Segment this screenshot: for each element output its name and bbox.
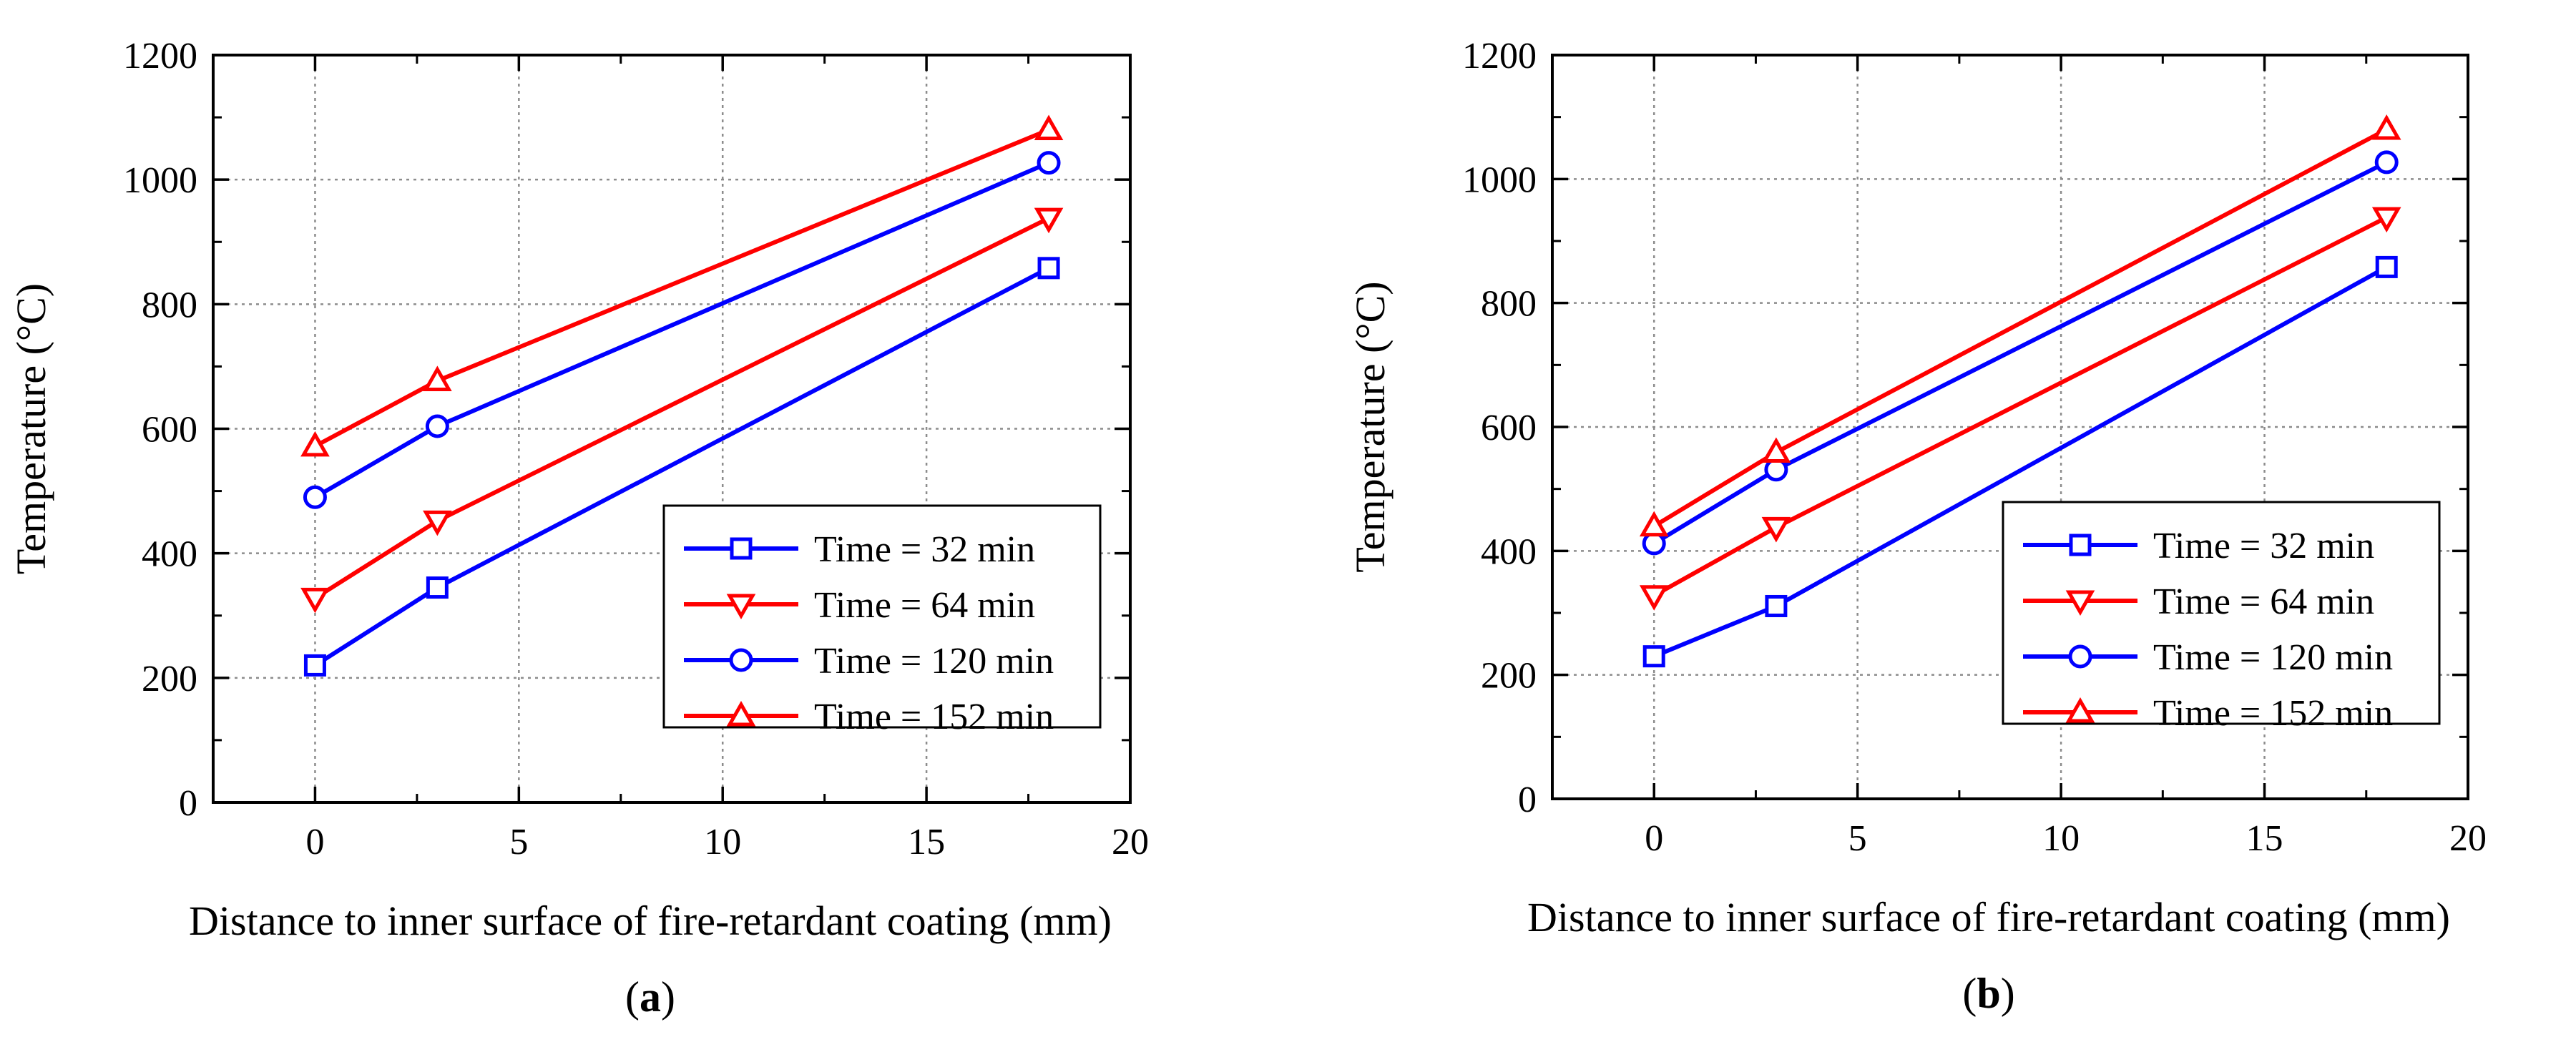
legend-label: Time = 32 min xyxy=(814,529,1035,570)
legend-item: Time = 152 min xyxy=(2023,693,2393,734)
x-tick-label: 5 xyxy=(1848,818,1867,859)
series-4 xyxy=(300,114,1064,457)
plot-frame xyxy=(212,54,1132,804)
panel-label: a xyxy=(640,973,661,1021)
series-line xyxy=(1652,160,2388,546)
panel-caption: (a) xyxy=(625,973,675,1021)
series-1 xyxy=(1642,255,2398,668)
y-tick-label: 600 xyxy=(1481,408,1537,448)
series-line xyxy=(313,160,1050,499)
data-point-marker xyxy=(1037,151,1061,175)
x-tick-label: 0 xyxy=(305,822,324,862)
y-tick-label: 1200 xyxy=(1462,36,1537,77)
legend-item: Time = 152 min xyxy=(684,697,1054,737)
x-axis-title: Distance to inner surface of fire-retard… xyxy=(189,898,1112,944)
data-point-marker xyxy=(2374,150,2399,175)
legend-item: Time = 120 min xyxy=(684,641,1054,682)
x-tick-label: 20 xyxy=(2449,818,2487,859)
data-point-marker xyxy=(1639,511,1669,537)
y-axis-title: Temperature (°C) xyxy=(1347,281,1394,572)
panel-caption: (b) xyxy=(1962,970,2014,1017)
x-tick-label: 5 xyxy=(509,822,528,862)
legend-swatch-marker xyxy=(729,648,753,672)
data-point-marker xyxy=(426,576,449,599)
data-point-marker xyxy=(1037,257,1060,280)
data-point-marker xyxy=(1761,516,1791,543)
y-tick-label: 800 xyxy=(1481,284,1537,325)
legend-swatch-marker xyxy=(2068,644,2092,669)
legend: Time = 32 min Time = 64 min Time = 120 min… xyxy=(2002,501,2441,734)
legend-swatch-marker xyxy=(726,700,756,727)
data-point-marker xyxy=(423,365,452,391)
y-tick-label: 1000 xyxy=(1462,159,1537,200)
y-tick-label: 400 xyxy=(1481,531,1537,572)
data-point-marker xyxy=(300,431,330,457)
legend-label: Time = 32 min xyxy=(2153,526,2374,566)
x-tick-label: 10 xyxy=(2042,818,2080,859)
data-point-marker xyxy=(2371,207,2401,233)
series-2 xyxy=(300,207,1064,614)
legend-swatch-marker xyxy=(730,537,753,560)
legend-item: Time = 64 min xyxy=(2023,581,2374,622)
legend-item: Time = 120 min xyxy=(2023,637,2393,678)
data-point-marker xyxy=(303,485,327,509)
legend-label: Time = 64 min xyxy=(814,585,1035,626)
x-tick-label: 20 xyxy=(1112,822,1149,862)
data-point-marker xyxy=(1034,114,1064,140)
legend-swatch-marker xyxy=(2065,697,2095,723)
legend-label: Time = 64 min xyxy=(2153,581,2374,622)
y-tick-label: 600 xyxy=(142,410,197,451)
y-tick-label: 1200 xyxy=(123,36,197,77)
legend-swatch-marker xyxy=(2065,590,2095,616)
data-point-marker xyxy=(303,654,326,677)
x-tick-label: 15 xyxy=(2246,818,2283,859)
data-point-marker xyxy=(1034,207,1064,234)
x-tick-label: 15 xyxy=(908,822,945,862)
legend-swatch-marker xyxy=(726,594,756,620)
plot-frame xyxy=(1551,54,2469,800)
series-1 xyxy=(303,257,1060,677)
data-point-marker xyxy=(423,510,452,536)
chart-panel-a: 0 200 400 600 800 1000 1200 0 5 10 15 20 Time = 32 m… xyxy=(8,36,1149,1021)
series-2 xyxy=(1639,207,2401,611)
legend-label: Time = 120 min xyxy=(2153,637,2393,678)
series-3 xyxy=(1642,150,2399,556)
x-tick-label: 0 xyxy=(1645,818,1663,859)
legend-swatch-marker xyxy=(2069,534,2092,556)
y-axis-title: Temperature (°C) xyxy=(8,283,54,574)
y-tick-label: 0 xyxy=(179,783,197,824)
x-axis-title: Distance to inner surface of fire-retard… xyxy=(1527,894,2450,940)
legend-item: Time = 32 min xyxy=(684,529,1035,570)
data-point-marker xyxy=(2371,114,2401,140)
legend-label: Time = 152 min xyxy=(814,697,1054,737)
legend: Time = 32 min Time = 64 min Time = 120 min… xyxy=(662,504,1102,737)
legend-label: Time = 152 min xyxy=(2153,693,2393,734)
chart-panel-b: 0 200 400 600 800 1000 1200 0 5 10 15 20 Time = 32 m… xyxy=(1347,36,2487,1017)
y-tick-label: 0 xyxy=(1518,780,1537,820)
y-tick-label: 200 xyxy=(142,659,197,699)
data-point-marker xyxy=(2375,255,2398,278)
data-point-marker xyxy=(425,414,449,438)
y-tick-label: 1000 xyxy=(123,160,197,201)
x-tick-label: 10 xyxy=(704,822,741,862)
legend-label: Time = 120 min xyxy=(814,641,1054,682)
data-point-marker xyxy=(1639,585,1669,611)
data-point-marker xyxy=(1761,437,1791,463)
series-3 xyxy=(303,151,1061,509)
panel-label: b xyxy=(1977,970,2000,1017)
y-tick-label: 200 xyxy=(1481,656,1537,697)
legend-item: Time = 32 min xyxy=(2023,526,2374,566)
data-point-marker xyxy=(1765,594,1788,617)
series-4 xyxy=(1639,114,2401,537)
y-tick-label: 800 xyxy=(142,285,197,325)
y-tick-label: 400 xyxy=(142,534,197,575)
data-point-marker xyxy=(1642,645,1665,668)
legend-item: Time = 64 min xyxy=(684,585,1035,626)
data-point-marker xyxy=(300,587,330,614)
